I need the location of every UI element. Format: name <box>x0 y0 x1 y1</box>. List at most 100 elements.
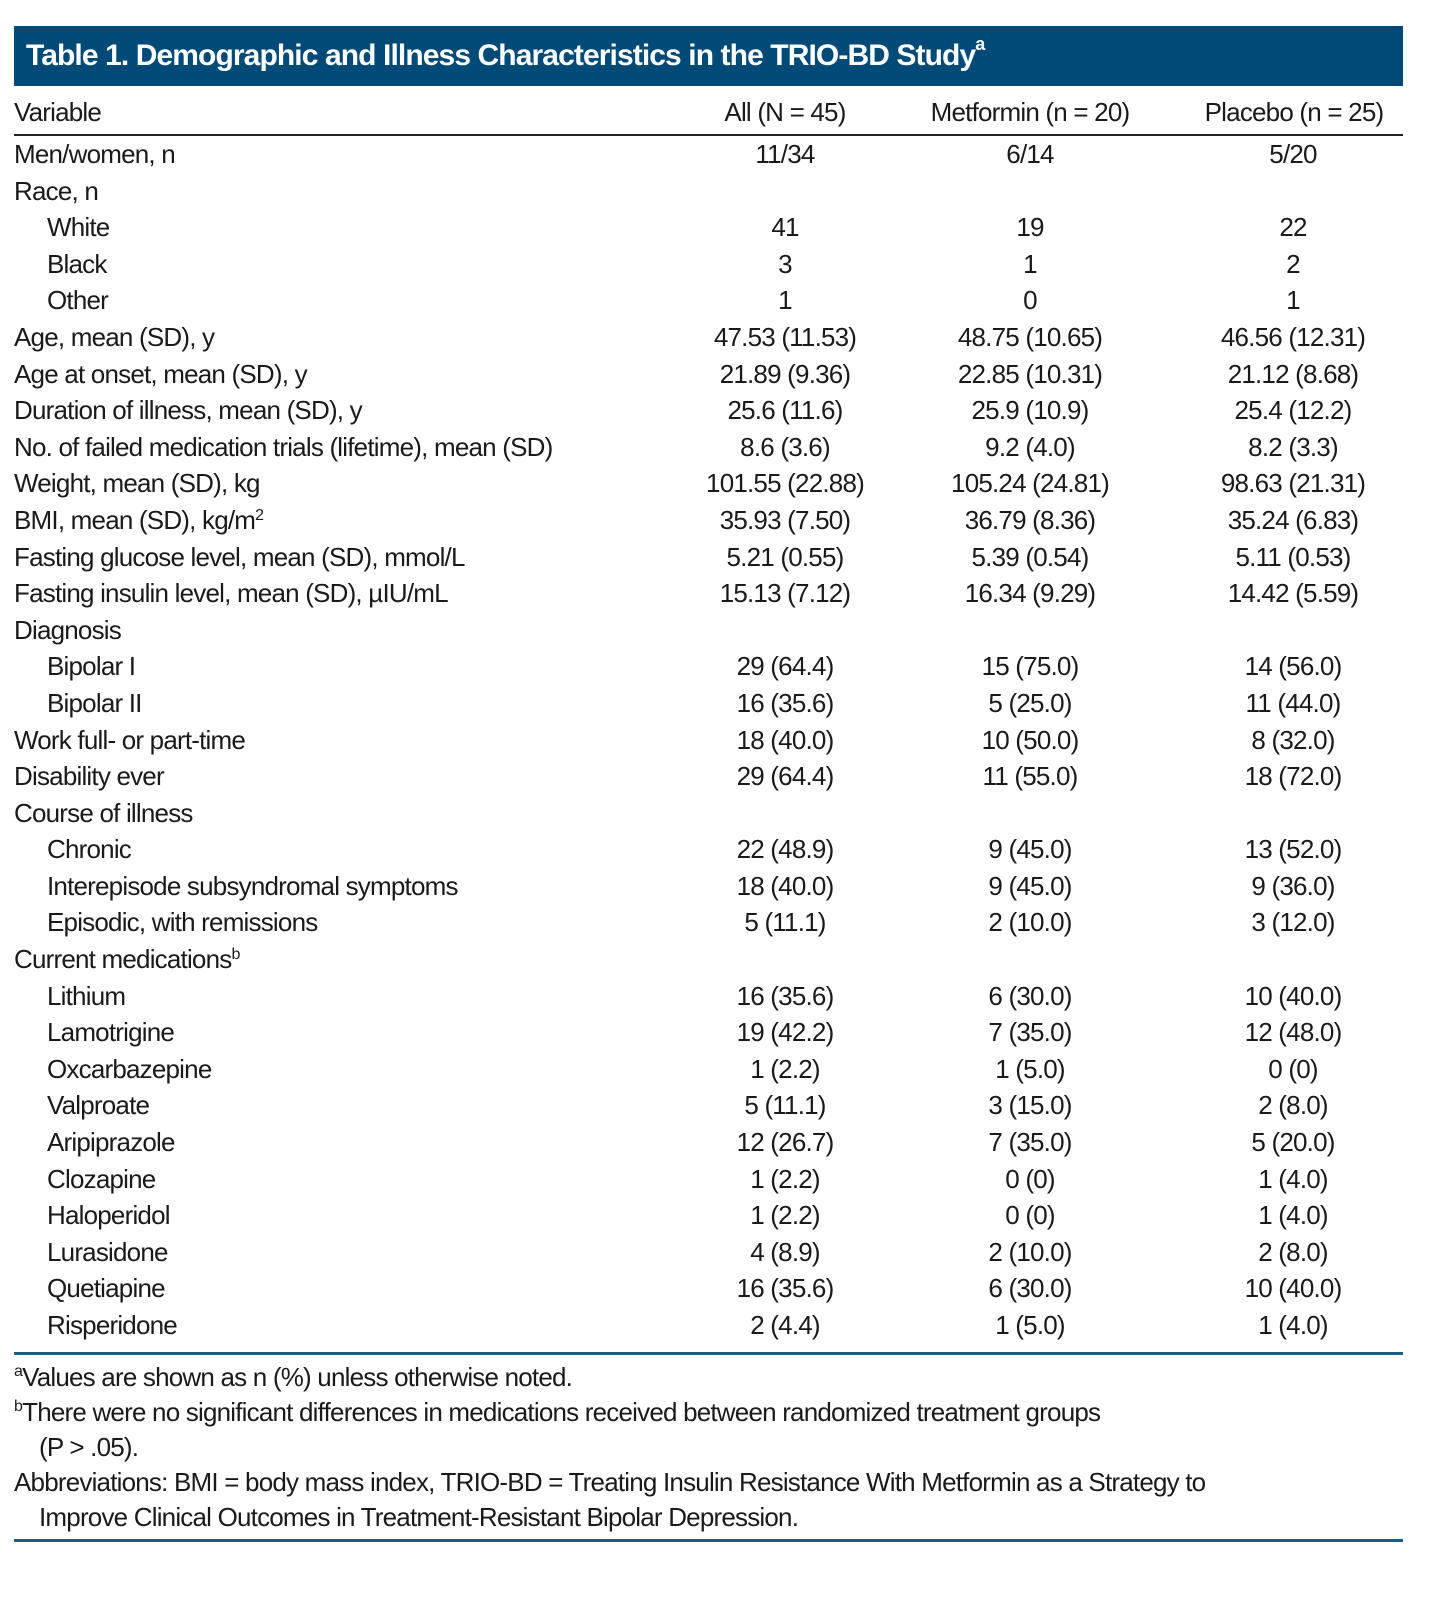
table-row: Aripiprazole 12 (26.7) 7 (35.0) 5 (20.0) <box>14 1124 1403 1161</box>
cell-metformin: 105.24 (24.81) <box>951 468 1110 499</box>
cell-metformin: 1 (5.0) <box>995 1310 1065 1340</box>
cell-metformin: 9 (45.0) <box>988 834 1072 865</box>
row-label-text: Clozapine <box>47 1163 156 1194</box>
table-row: Bipolar II 16 (35.6) 5 (25.0) 11 (44.0) <box>14 685 1403 722</box>
row-label-text: Risperidone <box>47 1310 178 1340</box>
footnote-a: aValues are shown as n (%) unless otherw… <box>14 1360 1403 1395</box>
row-label: Clozapine <box>47 1161 156 1198</box>
row-label: Disability ever <box>14 758 165 795</box>
cell-all: 3 <box>778 248 792 279</box>
cell-placebo: 8.2 (3.3) <box>1248 431 1338 462</box>
table-row: Valproate 5 (11.1) 3 (15.0) 2 (8.0) <box>14 1087 1403 1124</box>
cell-placebo: 5 (20.0) <box>1251 1127 1335 1158</box>
column-header-all: All (N = 45) <box>724 97 846 127</box>
cell-placebo: 1 <box>1286 285 1300 316</box>
column-header-placebo: Placebo (n = 25) <box>1204 97 1385 127</box>
cell-all: 4 (8.9) <box>750 1236 820 1267</box>
table-row: Diagnosis <box>14 612 1403 649</box>
cell-placebo: 10 (40.0) <box>1244 1273 1343 1304</box>
table-title-text: Table 1. Demographic and Illness Charact… <box>26 39 976 72</box>
cell-metformin: 5 (25.0) <box>988 687 1072 718</box>
row-label-text: Interepisode subsyndromal symptoms <box>47 870 458 901</box>
row-label-text: Race, n <box>14 175 99 206</box>
table-row: Chronic 22 (48.9) 9 (45.0) 13 (52.0) <box>14 831 1403 868</box>
cell-placebo: 25.4 (12.2) <box>1234 395 1353 426</box>
table-title: Table 1. Demographic and Illness Charact… <box>14 26 1403 86</box>
row-label: Lithium <box>47 978 126 1015</box>
cell-placebo: 5.11 (0.53) <box>1235 541 1351 572</box>
superscript: b <box>231 946 240 964</box>
cell-placebo: 12 (48.0) <box>1244 1017 1343 1048</box>
cell-all: 11/34 <box>755 139 815 169</box>
cell-placebo: 9 (36.0) <box>1251 870 1335 901</box>
cell-placebo: 1 (4.0) <box>1258 1163 1328 1194</box>
abbreviations-note: Abbreviations: BMI = body mass index, TR… <box>14 1465 1403 1535</box>
cell-all: 16 (35.6) <box>736 687 835 718</box>
cell-all: 25.6 (11.6) <box>727 395 843 426</box>
table-row: Course of illness <box>14 795 1403 832</box>
footnote-continuation: (P > .05). <box>39 1432 139 1462</box>
row-label: Weight, mean (SD), kg <box>14 465 261 502</box>
cell-placebo: 2 (8.0) <box>1258 1236 1328 1267</box>
row-label: Risperidone <box>47 1307 178 1344</box>
table-body: Men/women, n 11/34 6/14 5/20 Race, n White 41 1… <box>14 136 1403 1344</box>
cell-metformin: 7 (35.0) <box>988 1017 1072 1048</box>
row-label: Current medicationsb <box>14 941 240 978</box>
row-label-text: Men/women, n <box>14 139 176 169</box>
row-label: Valproate <box>47 1087 150 1124</box>
cell-metformin: 7 (35.0) <box>988 1127 1072 1158</box>
data-table: Variable All (N = 45) Metformin (n = 20)… <box>14 92 1403 1344</box>
row-label: Bipolar II <box>47 685 142 722</box>
row-label-text: Other <box>47 285 109 316</box>
table-row: Men/women, n 11/34 6/14 5/20 <box>14 136 1403 173</box>
cell-all: 5 (11.1) <box>744 1090 826 1121</box>
table-row: Current medicationsb <box>14 941 1403 978</box>
cell-placebo: 18 (72.0) <box>1244 761 1343 792</box>
cell-metformin: 6 (30.0) <box>988 1273 1072 1304</box>
row-label: Haloperidol <box>47 1197 171 1234</box>
cell-all: 1 (2.2) <box>750 1053 820 1084</box>
row-label: Fasting glucose level, mean (SD), mmol/L <box>14 539 465 576</box>
row-label-text: Work full- or part-time <box>14 724 246 755</box>
row-label-text: Fasting glucose level, mean (SD), mmol/L <box>14 541 465 572</box>
cell-all: 8.6 (3.6) <box>740 431 830 462</box>
table-row: Bipolar I 29 (64.4) 15 (75.0) 14 (56.0) <box>14 648 1403 685</box>
cell-metformin: 0 (0) <box>1005 1163 1055 1194</box>
cell-metformin: 1 (5.0) <box>995 1053 1065 1084</box>
cell-placebo: 14 (56.0) <box>1244 651 1343 682</box>
row-label: Quetiapine <box>47 1270 166 1307</box>
footnotes: aValues are shown as n (%) unless otherw… <box>14 1360 1403 1535</box>
row-label-text: Age, mean (SD), y <box>14 321 215 352</box>
table-row: No. of failed medication trials (lifetim… <box>14 429 1403 466</box>
cell-placebo: 14.42 (5.59) <box>1227 578 1359 609</box>
cell-placebo: 46.56 (12.31) <box>1220 321 1366 352</box>
row-label: Duration of illness, mean (SD), y <box>14 392 363 429</box>
cell-all: 29 (64.4) <box>736 761 835 792</box>
table-row: Age, mean (SD), y 47.53 (11.53) 48.75 (10.… <box>14 319 1403 356</box>
table-row: Lurasidone 4 (8.9) 2 (10.0) 2 (8.0) <box>14 1234 1403 1271</box>
cell-all: 47.53 (11.53) <box>713 321 857 352</box>
row-label: BMI, mean (SD), kg/m2 <box>14 502 264 539</box>
table-row: Work full- or part-time 18 (40.0) 10 (50.0… <box>14 722 1403 759</box>
row-label: Work full- or part-time <box>14 722 246 759</box>
table-row: Other 1 0 1 <box>14 282 1403 319</box>
cell-metformin: 3 (15.0) <box>988 1090 1072 1121</box>
table-row: Clozapine 1 (2.2) 0 (0) 1 (4.0) <box>14 1161 1403 1198</box>
cell-placebo: 5/20 <box>1269 139 1317 169</box>
row-label: Other <box>47 282 109 319</box>
cell-metformin: 2 (10.0) <box>988 1236 1072 1267</box>
cell-metformin: 9.2 (4.0) <box>985 431 1075 462</box>
row-label-text: Diagnosis <box>14 614 122 645</box>
row-label: No. of failed medication trials (lifetim… <box>14 429 553 466</box>
table-row: Lithium 16 (35.6) 6 (30.0) 10 (40.0) <box>14 978 1403 1015</box>
table-row: Risperidone 2 (4.4) 1 (5.0) 1 (4.0) <box>14 1307 1403 1344</box>
row-label-text: Weight, mean (SD), kg <box>14 468 261 499</box>
table-header-row: Variable All (N = 45) Metformin (n = 20)… <box>14 92 1403 136</box>
abbreviations-text: Abbreviations: BMI = body mass index, TR… <box>14 1467 1206 1497</box>
cell-all: 1 <box>778 285 792 316</box>
cell-metformin: 6 (30.0) <box>988 980 1072 1011</box>
cell-metformin: 36.79 (8.36) <box>964 504 1096 535</box>
cell-metformin: 1 <box>1023 248 1037 279</box>
footnote-b: bThere were no significant differences i… <box>14 1395 1403 1465</box>
row-label: Fasting insulin level, mean (SD), µIU/mL <box>14 575 449 612</box>
